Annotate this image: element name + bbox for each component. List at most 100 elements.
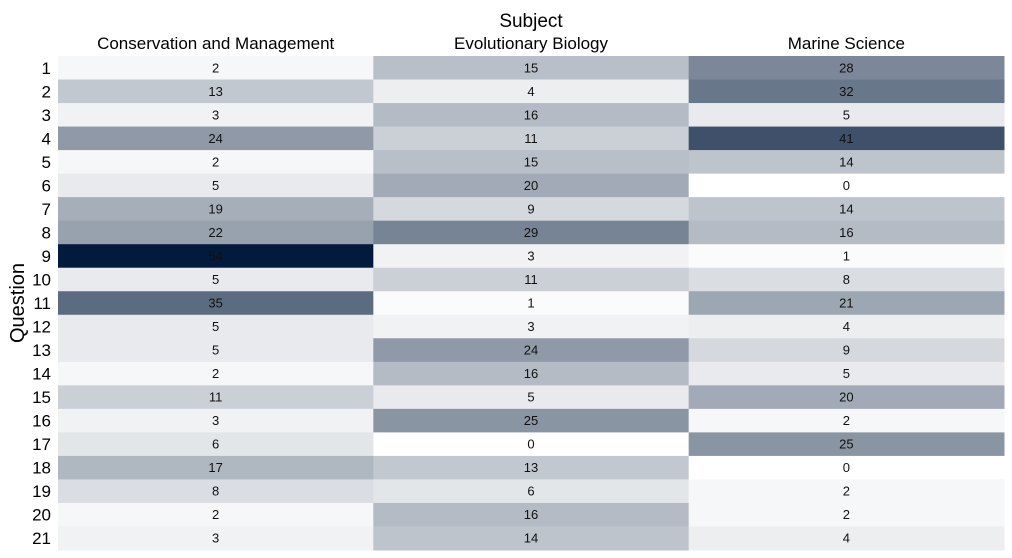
- row-label: 19: [32, 482, 51, 501]
- cell-value-label: 3: [527, 319, 534, 334]
- row-label: 15: [32, 388, 51, 407]
- cell-value-label: 3: [212, 107, 219, 122]
- cell-value-label: 5: [212, 343, 219, 358]
- heatmap-cell: [58, 79, 374, 104]
- cell-value-label: 5: [843, 107, 850, 122]
- cell-value-label: 14: [524, 531, 538, 546]
- cell-value-label: 4: [843, 531, 850, 546]
- heatmap-cell: [373, 479, 690, 504]
- cell-value-label: 5: [212, 272, 219, 287]
- heatmap-cell: [373, 385, 690, 410]
- row-label: 21: [32, 529, 51, 548]
- heatmap-cell: [688, 432, 1005, 457]
- heatmap-cell: [58, 361, 374, 386]
- row-label: 9: [42, 247, 51, 266]
- cell-value-label: 22: [208, 225, 222, 240]
- heatmap-cells: [58, 56, 1005, 551]
- cell-value-label: 0: [527, 437, 534, 452]
- row-label: 18: [32, 459, 51, 478]
- heatmap-cell: [373, 314, 690, 339]
- column-axis-title: Subject: [499, 11, 563, 32]
- heatmap-cell: [688, 150, 1005, 175]
- heatmap-cell: [688, 314, 1005, 339]
- heatmap-cell: [58, 479, 374, 504]
- heatmap-cell: [688, 197, 1005, 222]
- heatmap-cell: [58, 526, 374, 551]
- column-label: Marine Science: [788, 34, 905, 53]
- cell-value-label: 2: [212, 154, 219, 169]
- heatmap-cell: [373, 150, 690, 175]
- row-label: 14: [32, 365, 51, 384]
- cell-value-label: 8: [212, 484, 219, 499]
- column-label: Evolutionary Biology: [454, 34, 609, 53]
- cell-value-label: 2: [843, 484, 850, 499]
- cell-value-label: 6: [527, 484, 534, 499]
- heatmap-cell: [373, 408, 690, 433]
- heatmap-cell: [373, 338, 690, 363]
- heatmap-cell: [688, 361, 1005, 386]
- cell-value-label: 16: [524, 507, 538, 522]
- heatmap-cell: [373, 244, 690, 269]
- heatmap-cell: [688, 479, 1005, 504]
- heatmap-cell: [688, 103, 1005, 128]
- cell-value-label: 2: [843, 413, 850, 428]
- cell-value-label: 24: [208, 131, 222, 146]
- cell-value-label: 3: [212, 531, 219, 546]
- cell-value-label: 21: [839, 296, 853, 311]
- heatmap-cell: [373, 361, 690, 386]
- cell-value-label: 13: [208, 84, 222, 99]
- heatmap-cell: [58, 455, 374, 480]
- heatmap-cell: [58, 126, 374, 151]
- cell-value-label: 16: [839, 225, 853, 240]
- heatmap-cell: [688, 502, 1005, 527]
- heatmap-cell: [688, 267, 1005, 292]
- cell-value-label: 3: [527, 248, 534, 263]
- cell-value-label: 11: [524, 131, 538, 146]
- heatmap-cell: [688, 79, 1005, 104]
- cell-value-label: 5: [212, 178, 219, 193]
- heatmap-cell: [58, 502, 374, 527]
- heatmap-cell: [688, 126, 1005, 151]
- heatmap-cell: [58, 197, 374, 222]
- cell-value-label: 19: [208, 201, 222, 216]
- row-label: 8: [42, 223, 51, 242]
- cell-value-label: 29: [524, 225, 538, 240]
- cell-value-label: 25: [839, 437, 853, 452]
- cell-value-label: 3: [212, 413, 219, 428]
- row-label: 5: [42, 153, 51, 172]
- cell-value-label: 8: [843, 272, 850, 287]
- heatmap-cell: [58, 291, 374, 316]
- heatmap-cell: [688, 291, 1005, 316]
- heatmap-cell: [688, 338, 1005, 363]
- heatmap-cell: [688, 244, 1005, 269]
- cell-value-label: 4: [527, 84, 534, 99]
- cell-value-label: 6: [212, 437, 219, 452]
- heatmap-cell: [58, 338, 374, 363]
- cell-value-label: 35: [208, 296, 222, 311]
- cell-value-label: 1: [527, 296, 534, 311]
- row-label: 20: [32, 506, 51, 525]
- heatmap-cell: [58, 408, 374, 433]
- row-label: 6: [42, 176, 51, 195]
- heatmap-cell: [58, 267, 374, 292]
- heatmap-cell: [58, 314, 374, 339]
- row-axis-title: Question: [7, 263, 29, 343]
- cell-value-label: 0: [843, 178, 850, 193]
- cell-value-label: 4: [843, 319, 850, 334]
- heatmap-cell: [688, 220, 1005, 245]
- heatmap-cell: [58, 56, 374, 81]
- cell-value-label: 11: [524, 272, 538, 287]
- row-label: 12: [32, 318, 51, 337]
- cell-value-label: 32: [839, 84, 853, 99]
- cell-value-label: 15: [524, 60, 538, 75]
- cell-value-label: 41: [839, 131, 853, 146]
- heatmap-cell: [58, 432, 374, 457]
- cell-value-label: 17: [208, 460, 222, 475]
- heatmap-cell: [688, 385, 1005, 410]
- cell-value-label: 13: [524, 460, 538, 475]
- cell-value-label: 5: [843, 366, 850, 381]
- cell-value-label: 5: [212, 319, 219, 334]
